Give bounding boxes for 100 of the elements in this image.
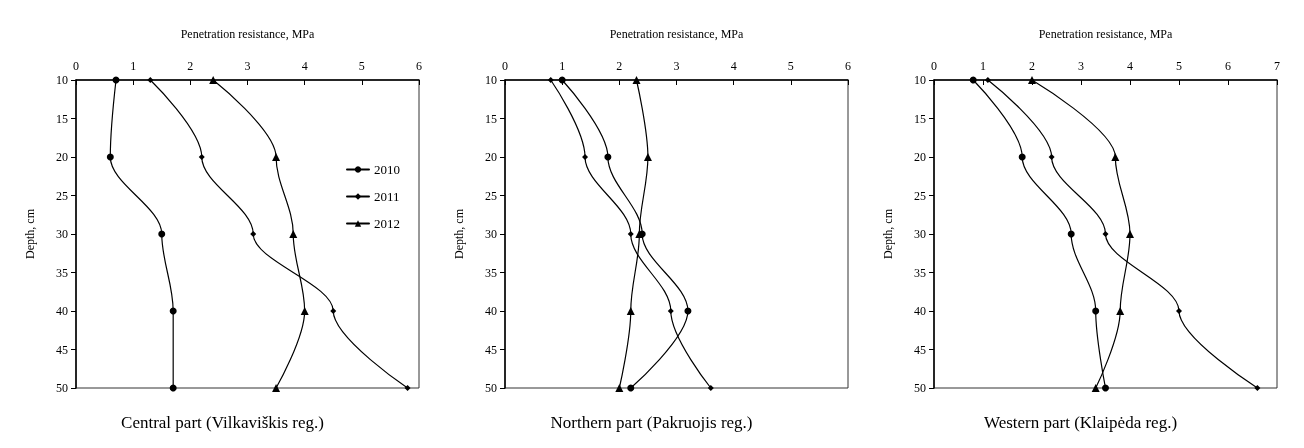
x-axis-title: Penetration resistance, MPa <box>609 27 744 41</box>
point <box>667 308 674 314</box>
legend-label: 2010 <box>374 162 400 177</box>
point <box>1018 153 1026 161</box>
y-tick-label: 45 <box>485 342 497 357</box>
text: Northern part (Pakruojis reg.) <box>550 413 753 432</box>
y-tick-label: 25 <box>914 188 926 203</box>
y-axis-title: Depth, cm <box>881 208 895 259</box>
point <box>615 384 624 392</box>
point <box>984 77 991 83</box>
y-tick-label: 15 <box>56 111 68 126</box>
y-tick-label: 10 <box>485 73 497 87</box>
point <box>1048 154 1055 160</box>
y-tick-label: 40 <box>914 304 926 318</box>
y-tick-label: 45 <box>914 342 926 357</box>
y-tick-label: 30 <box>56 227 68 241</box>
x-tick-label: 3 <box>1078 59 1084 73</box>
x-tick-label: 4 <box>1127 59 1133 73</box>
x-tick-label: 7 <box>1274 59 1280 73</box>
point <box>627 231 634 237</box>
y-tick-label: 25 <box>56 188 68 203</box>
y-tick-label: 35 <box>56 265 68 280</box>
x-tick-label: 3 <box>244 59 251 73</box>
point <box>1176 308 1182 314</box>
point <box>250 231 257 237</box>
x-tick-label: 5 <box>787 59 794 73</box>
x-tick-label: 6 <box>845 59 851 73</box>
x-tick-label: 0 <box>502 59 508 73</box>
point <box>1067 230 1075 238</box>
y-tick-label: 50 <box>914 381 926 395</box>
y-tick-label: 40 <box>485 304 497 318</box>
point <box>1111 153 1120 161</box>
legend-label: 2011 <box>374 189 400 204</box>
y-tick-label: 15 <box>485 111 497 126</box>
point <box>330 308 337 314</box>
point <box>632 76 641 84</box>
y-tick-label: 15 <box>914 111 926 126</box>
x-tick-label: 3 <box>673 59 680 73</box>
y-tick-label: 25 <box>485 188 497 203</box>
point <box>158 230 166 238</box>
y-tick-label: 20 <box>914 150 926 164</box>
x-tick-label: 2 <box>187 59 194 73</box>
x-tick-label: 4 <box>730 59 737 73</box>
y-tick-label: 40 <box>56 304 68 318</box>
point <box>1254 385 1261 391</box>
point <box>627 384 635 392</box>
y-tick-label: 10 <box>914 73 926 87</box>
point <box>1091 384 1100 392</box>
text: Central part (Vilkaviškis reg.) <box>121 413 324 432</box>
point <box>1126 230 1134 238</box>
x-tick-label: 1 <box>559 59 566 73</box>
x-axis-title: Penetration resistance, MPa <box>1038 27 1173 41</box>
point <box>969 76 977 84</box>
y-tick-label: 50 <box>56 381 68 395</box>
y-tick-label: 20 <box>485 150 497 164</box>
point <box>198 154 205 160</box>
point <box>272 153 281 161</box>
x-tick-label: 1 <box>980 59 986 73</box>
x-tick-label: 2 <box>616 59 623 73</box>
y-tick-label: 50 <box>485 381 497 395</box>
y-tick-label: 35 <box>485 265 497 280</box>
point <box>169 384 177 392</box>
point <box>272 384 281 392</box>
y-tick-label: 30 <box>485 227 497 241</box>
legend-label: 2012 <box>374 216 400 231</box>
y-tick-label: 10 <box>56 73 68 87</box>
point <box>209 76 218 84</box>
point <box>643 153 652 161</box>
x-tick-label: 5 <box>358 59 365 73</box>
y-tick-label: 20 <box>56 150 68 164</box>
point <box>1102 384 1109 392</box>
y-axis-title: Depth, cm <box>452 208 466 259</box>
text: Western part (Klaipėda reg.) <box>983 413 1178 432</box>
y-tick-label: 45 <box>56 342 68 357</box>
point <box>1116 307 1125 315</box>
x-tick-label: 4 <box>301 59 308 73</box>
point <box>547 77 554 83</box>
y-tick-label: 35 <box>914 265 926 280</box>
x-tick-label: 5 <box>1176 59 1182 73</box>
point <box>1028 76 1036 84</box>
x-tick-label: 6 <box>1225 59 1231 73</box>
point <box>582 154 589 160</box>
x-axis-title: Penetration resistance, MPa <box>180 27 315 41</box>
point <box>404 385 411 391</box>
x-tick-label: 0 <box>931 59 937 73</box>
point <box>147 77 154 83</box>
x-tick-label: 6 <box>416 59 422 73</box>
x-tick-label: 2 <box>1029 59 1035 73</box>
x-tick-label: 0 <box>73 59 79 73</box>
point <box>289 230 298 238</box>
point <box>106 153 114 161</box>
y-axis-title: Depth, cm <box>23 208 37 259</box>
point <box>1092 307 1100 315</box>
point <box>626 307 635 315</box>
point <box>169 307 177 315</box>
point <box>300 307 309 315</box>
point <box>707 385 714 391</box>
y-tick-label: 30 <box>914 227 926 241</box>
x-tick-label: 1 <box>130 59 137 73</box>
point <box>1102 231 1109 237</box>
